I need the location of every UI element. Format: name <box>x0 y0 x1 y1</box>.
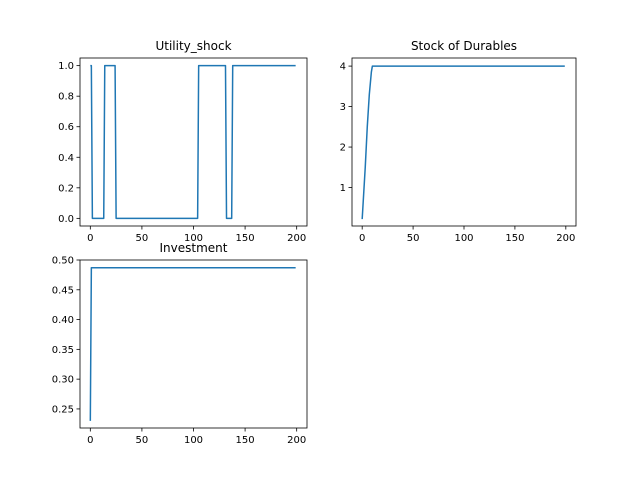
stock-of-durables-xtick-label: 200 <box>556 233 575 244</box>
utility-shock-ytick-label: 1.0 <box>58 61 74 72</box>
investment-ytick-label: 0.25 <box>52 404 74 415</box>
utility-shock-xtick-label: 200 <box>287 233 306 244</box>
utility-shock-series-line-0 <box>90 64 296 220</box>
investment-title: Investment <box>160 241 228 255</box>
utility-shock-ytick-label: 0.0 <box>58 214 74 225</box>
investment-xtick-label: 100 <box>184 435 203 446</box>
utility-shock-title: Utility_shock <box>155 39 231 53</box>
investment-xtick-label: 0 <box>87 435 93 446</box>
utility-shock-ytick-label: 0.8 <box>58 92 74 103</box>
investment-ytick-label: 0.45 <box>52 285 74 296</box>
utility-shock-xtick-label: 0 <box>87 233 93 244</box>
investment-ytick-label: 0.35 <box>52 345 74 356</box>
utility-shock-ytick-label: 0.4 <box>58 153 74 164</box>
stock-of-durables-title: Stock of Durables <box>411 39 517 53</box>
stock-of-durables-xtick-label: 50 <box>407 233 420 244</box>
utility-shock-xtick-label: 150 <box>236 233 255 244</box>
investment-ytick-label: 0.40 <box>52 315 74 326</box>
stock-of-durables-chart: 0 50 100 150 200 1 2 3 4 Stock of Durables <box>340 39 577 244</box>
utility-shock-ytick-label: 0.2 <box>58 183 74 194</box>
stock-of-durables-series-line-0 <box>361 65 565 220</box>
utility-shock-chart: 0 50 100 150 200 0.0 0.2 0.4 0.6 0.8 1.0 Utility_sh… <box>58 39 308 244</box>
stock-of-durables-xtick-label: 0 <box>359 233 365 244</box>
stock-of-durables-ytick-label: 3 <box>340 102 346 113</box>
stock-of-durables-ytick-label: 2 <box>340 143 346 154</box>
investment-series-line-0 <box>89 266 296 421</box>
utility-shock-xtick-label: 100 <box>184 233 203 244</box>
investment-xtick-label: 150 <box>236 435 255 446</box>
investment-xtick-label: 200 <box>287 435 306 446</box>
investment-ytick-label: 0.50 <box>52 256 74 267</box>
stock-of-durables-ytick-label: 1 <box>340 183 346 194</box>
investment-xtick-label: 50 <box>136 435 149 446</box>
investment-ytick-label: 0.30 <box>52 375 74 386</box>
stock-of-durables-xtick-label: 150 <box>505 233 524 244</box>
utility-shock-xtick-label: 50 <box>136 233 149 244</box>
stock-of-durables-ytick-label: 4 <box>340 62 346 73</box>
stock-of-durables-xtick-label: 100 <box>454 233 473 244</box>
utility-shock-ytick-label: 0.6 <box>58 122 74 133</box>
investment-chart: 0 50 100 150 200 0.25 0.30 0.35 0.40 0.45 0.50 Inve… <box>52 241 308 446</box>
